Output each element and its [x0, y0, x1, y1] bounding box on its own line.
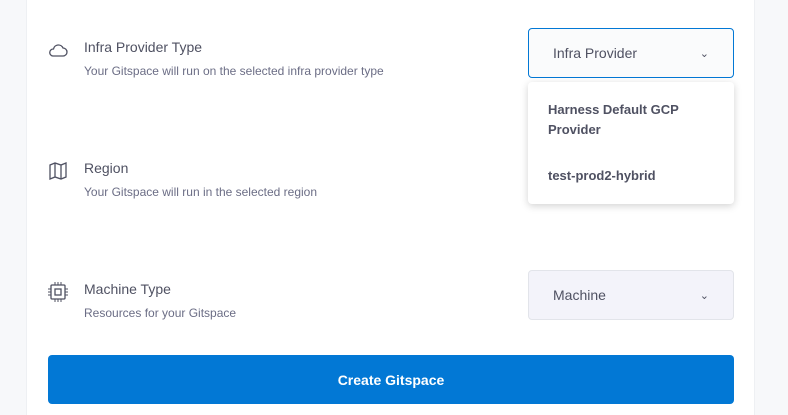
section-subtitle: Resources for your Gitspace — [84, 306, 237, 320]
cpu-icon — [48, 282, 68, 302]
chevron-down-icon: ⌄ — [699, 47, 709, 60]
select-value: Machine — [553, 287, 606, 303]
create-gitspace-button[interactable]: Create Gitspace — [48, 355, 734, 404]
infra-provider-select[interactable]: Infra Provider ⌄ — [528, 28, 734, 78]
dropdown-option[interactable]: Harness Default GCP Provider — [548, 102, 679, 137]
section-title: Machine Type — [84, 281, 171, 297]
dropdown-option[interactable]: test-prod2-hybrid — [548, 168, 656, 183]
gitspace-form-card: Infra Provider Type Your Gitspace will r… — [26, 0, 755, 415]
map-icon — [49, 162, 67, 180]
section-title: Region — [84, 160, 129, 176]
section-subtitle: Your Gitspace will run in the selected r… — [84, 185, 318, 199]
cloud-icon — [49, 44, 68, 57]
chevron-down-icon: ⌄ — [699, 289, 709, 302]
section-subtitle: Your Gitspace will run on the selected i… — [84, 64, 384, 78]
machine-select[interactable]: Machine ⌄ — [528, 270, 734, 320]
section-title: Infra Provider Type — [84, 39, 203, 55]
select-value: Infra Provider — [553, 45, 638, 61]
infra-provider-dropdown: Harness Default GCP Provider test-prod2-… — [528, 82, 734, 204]
